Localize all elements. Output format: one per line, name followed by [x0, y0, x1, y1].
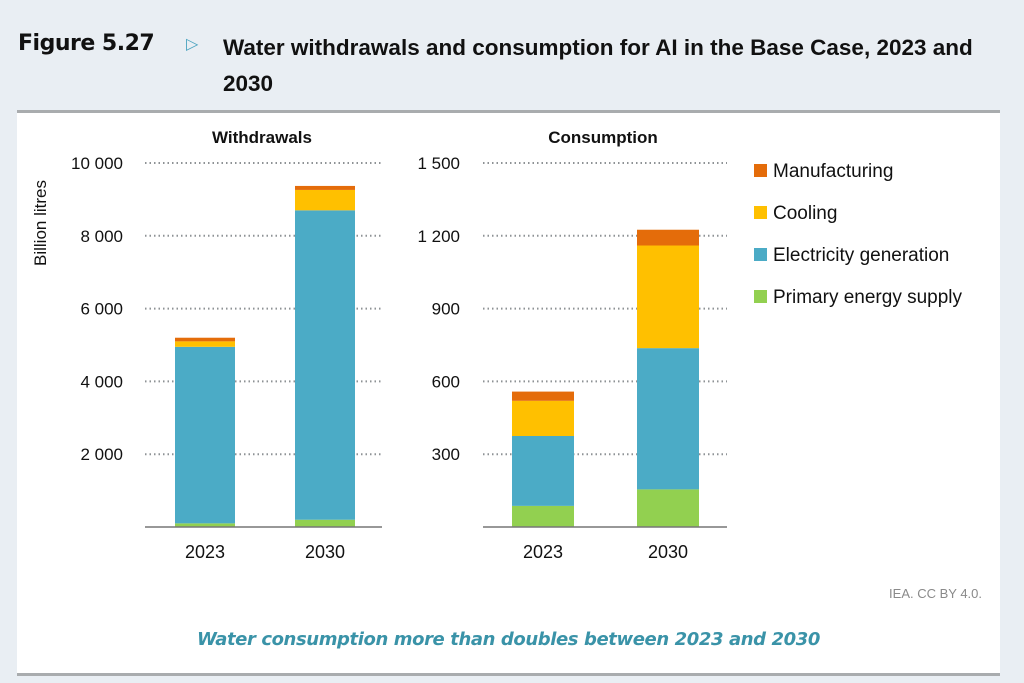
chart-canvas: Withdrawals 2 000 4 000 6 000 8 000 10 000 202… [31, 128, 963, 562]
y-tick-label: 1 200 [417, 227, 460, 246]
legend-swatch [754, 290, 767, 303]
bar-segment-cooling [295, 189, 355, 211]
bar-segment-primary-energy-supply [175, 523, 235, 527]
credit-text: IEA. CC BY 4.0. [889, 586, 982, 601]
bar-segment-manufacturing [637, 229, 699, 246]
x-tick-label: 2030 [648, 542, 688, 562]
y-tick-label: 900 [432, 300, 460, 319]
legend-swatch [754, 164, 767, 177]
bar-segment-cooling [512, 400, 574, 436]
chart-title: Withdrawals [212, 128, 312, 147]
y-tick-label: 4 000 [80, 372, 123, 391]
bar-segment-electricity-generation [175, 346, 235, 524]
y-tick-label: 600 [432, 372, 460, 391]
legend-item-label: Primary energy supply [773, 287, 963, 308]
x-tick-label: 2023 [185, 542, 225, 562]
chart-title: Consumption [548, 128, 658, 147]
legend-swatch [754, 248, 767, 261]
bar-segment-manufacturing [295, 185, 355, 190]
bar-segment-cooling [175, 341, 235, 347]
bar-segment-electricity-generation [637, 348, 699, 490]
triangle-right-icon: ▷ [186, 36, 199, 53]
legend-swatch [754, 206, 767, 219]
bar-segment-primary-energy-supply [295, 519, 355, 527]
figure-title: Water withdrawals and consumption for AI… [223, 35, 973, 96]
x-tick-label: 2030 [305, 542, 345, 562]
y-axis-label: Billion litres [31, 180, 50, 266]
y-tick-label: 300 [432, 445, 460, 464]
legend-item-label: Manufacturing [773, 161, 893, 182]
y-tick-label: 1 500 [417, 154, 460, 173]
bar-segment-cooling [637, 245, 699, 349]
chart-panel: Withdrawals 2 000 4 000 6 000 8 000 10 000 202… [17, 110, 1000, 676]
x-tick-label: 2023 [523, 542, 563, 562]
bar-segment-electricity-generation [512, 436, 574, 506]
bar-segment-primary-energy-supply [512, 505, 574, 527]
bar-segment-manufacturing [175, 337, 235, 342]
y-tick-label: 2 000 [80, 445, 123, 464]
bar-segment-electricity-generation [295, 210, 355, 520]
figure-number: Figure 5.27 [18, 31, 155, 56]
legend-item-label: Electricity generation [773, 245, 949, 266]
bar-segment-manufacturing [512, 391, 574, 401]
bar-segment-primary-energy-supply [637, 489, 699, 527]
legend-item-label: Cooling [773, 203, 837, 224]
y-tick-label: 8 000 [80, 227, 123, 246]
figure-caption: Water consumption more than doubles betw… [196, 629, 820, 650]
y-tick-label: 6 000 [80, 300, 123, 319]
y-tick-label: 10 000 [71, 154, 123, 173]
